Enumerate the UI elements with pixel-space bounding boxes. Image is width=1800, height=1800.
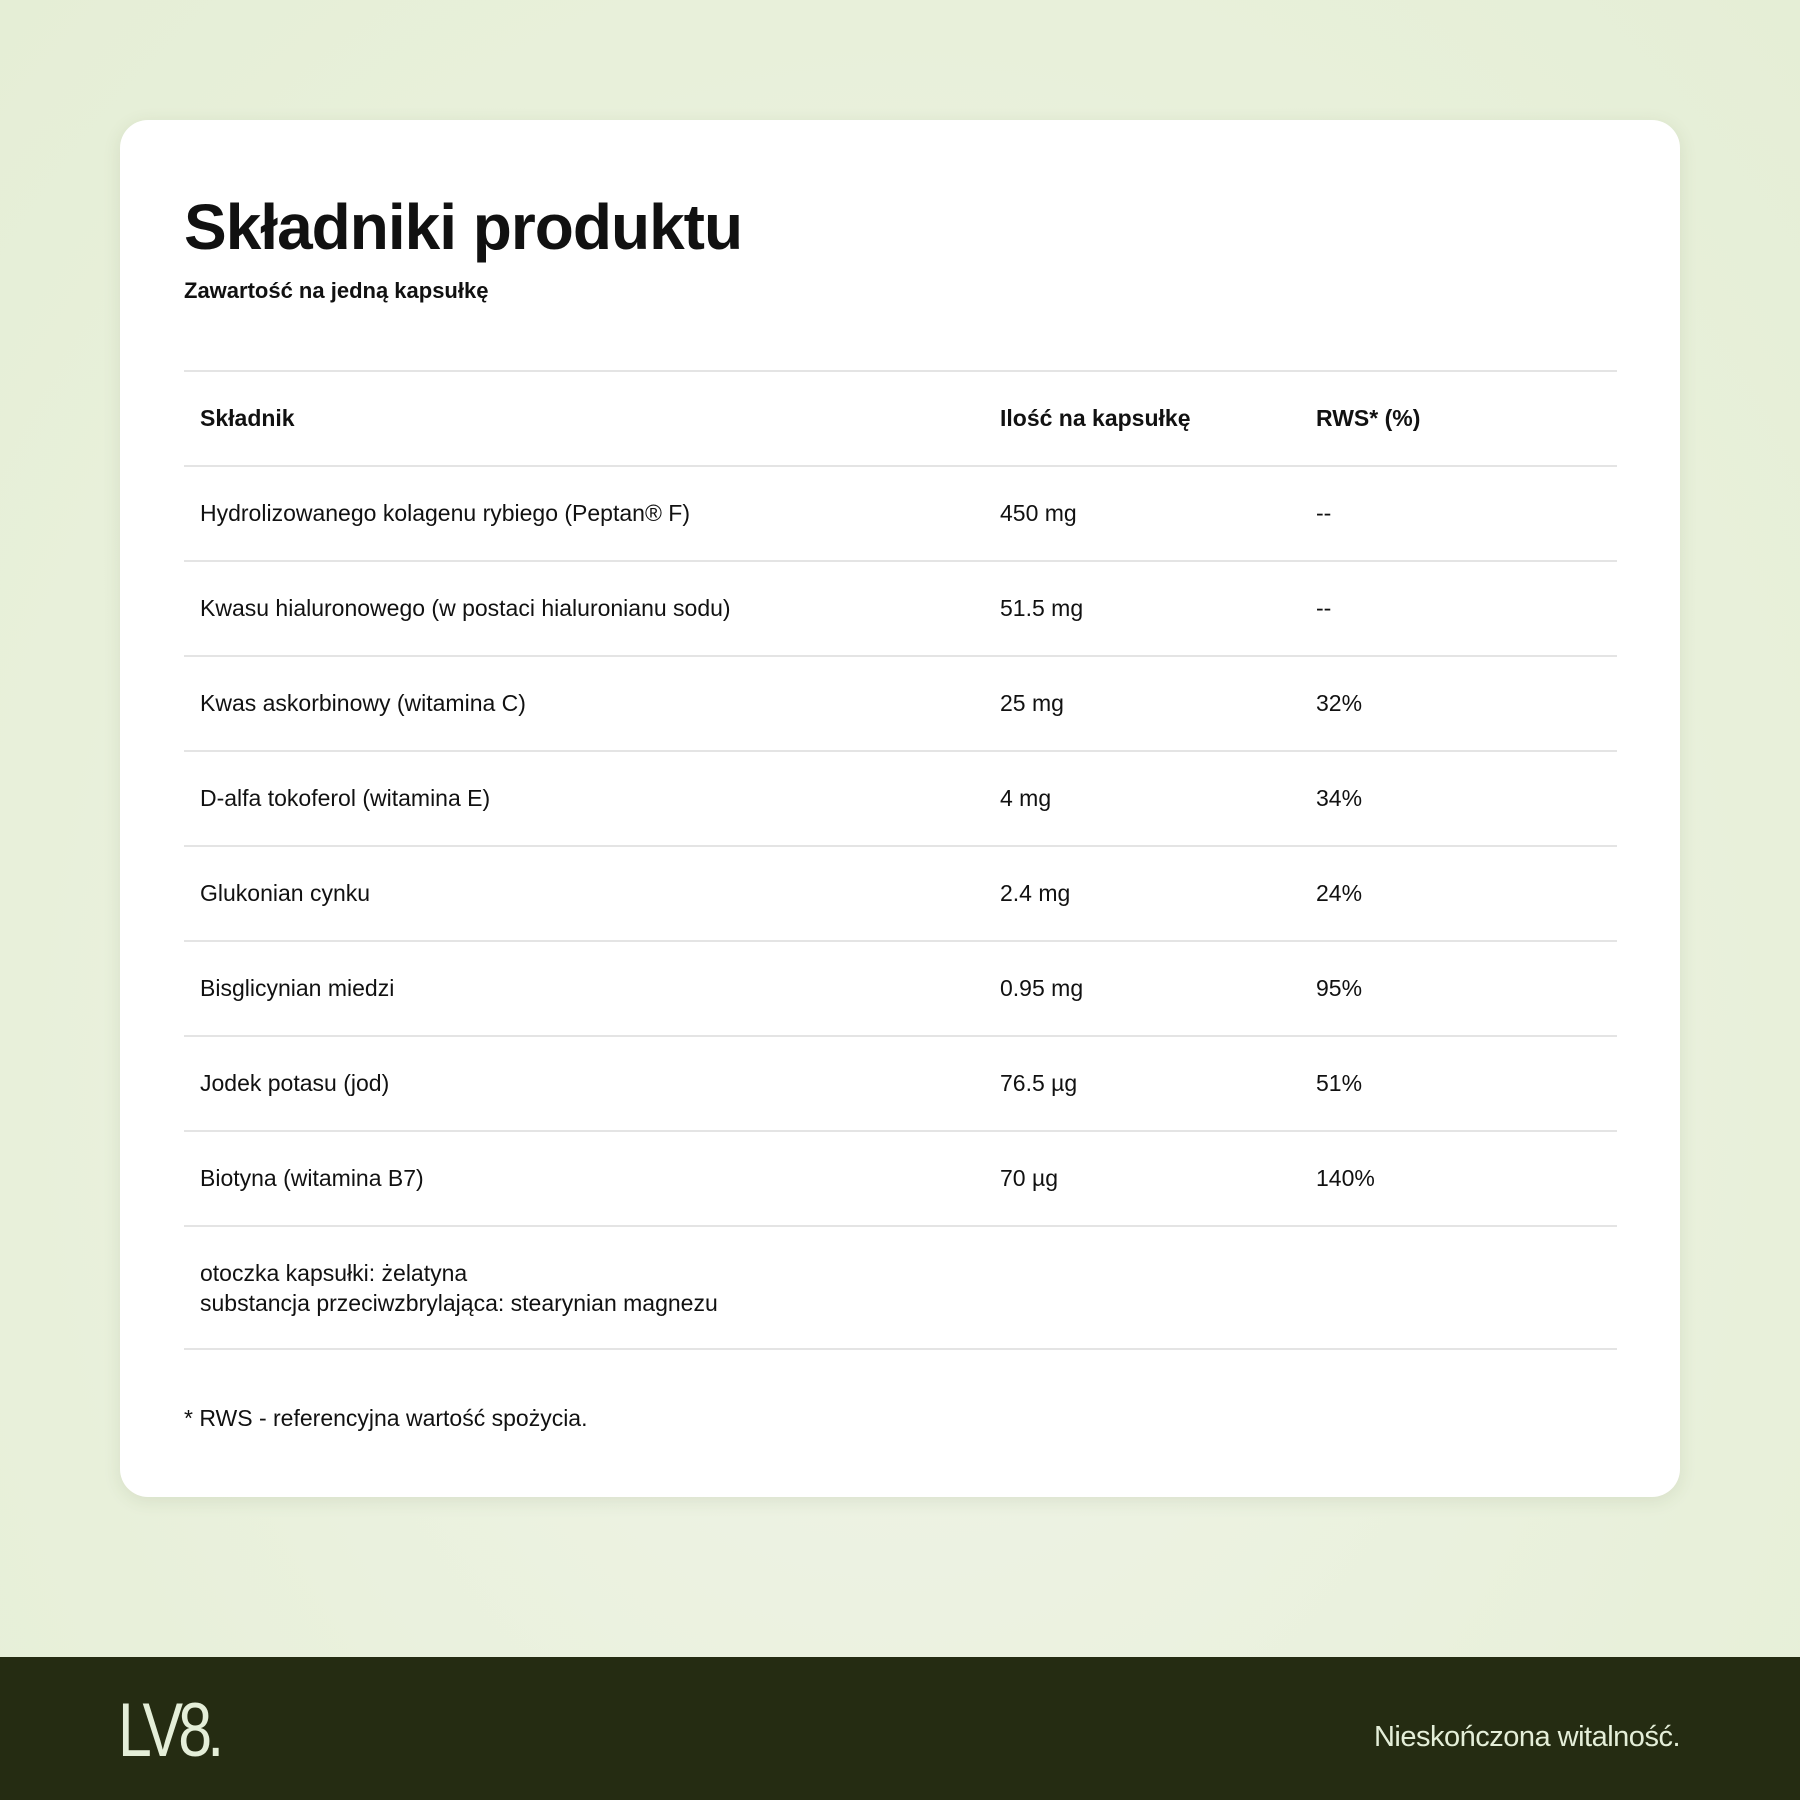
footer-band: LV8. Nieskończona witalność.	[0, 1657, 1800, 1800]
ingredient-cell: Kwasu hialuronowego (w postaci hialuroni…	[184, 560, 984, 656]
subtitle: Zawartość na jedną kapsułkę	[184, 278, 489, 303]
ingredient-cell: Bisglicynian miedzi	[184, 940, 984, 1036]
rws-cell: 140%	[1300, 1130, 1617, 1226]
column-header-rws: RWS* (%)	[1300, 370, 1617, 466]
excipient-line: substancja przeciwzbrylająca: stearynian…	[200, 1289, 718, 1316]
amount-cell: 70 µg	[984, 1130, 1300, 1226]
amount-cell: 76.5 µg	[984, 1035, 1300, 1131]
rws-cell: 51%	[1300, 1035, 1617, 1131]
amount-cell: 4 mg	[984, 750, 1300, 846]
rws-cell: 32%	[1300, 655, 1617, 751]
rws-cell: --	[1300, 465, 1617, 561]
rws-cell: --	[1300, 560, 1617, 656]
excipients-row: otoczka kapsułki: żelatyna substancja prz…	[184, 1225, 1617, 1350]
rws-cell: 34%	[1300, 750, 1617, 846]
ingredients-table: Składnik Ilość na kapsułkę RWS* (%) Hydr…	[184, 370, 1617, 1350]
amount-cell: 51.5 mg	[984, 560, 1300, 656]
amount-cell: 2.4 mg	[984, 845, 1300, 941]
ingredient-cell: Hydrolizowanego kolagenu rybiego (Peptan…	[184, 465, 984, 561]
ingredient-cell: Biotyna (witamina B7)	[184, 1130, 984, 1226]
excipient-line: otoczka kapsułki: żelatyna	[200, 1259, 468, 1286]
amount-cell: 0.95 mg	[984, 940, 1300, 1036]
column-header-ingredient: Składnik	[184, 370, 984, 466]
rws-cell: 24%	[1300, 845, 1617, 941]
amount-cell: 450 mg	[984, 465, 1300, 561]
table-row: D-alfa tokoferol (witamina E) 4 mg 34%	[184, 750, 1617, 846]
footnote: * RWS - referencyjna wartość spożycia.	[184, 1405, 588, 1431]
table-row: Jodek potasu (jod) 76.5 µg 51%	[184, 1035, 1617, 1131]
table-row: Kwas askorbinowy (witamina C) 25 mg 32%	[184, 655, 1617, 751]
table-row: Kwasu hialuronowego (w postaci hialuroni…	[184, 560, 1617, 656]
brand-logo: LV8.	[118, 1688, 224, 1773]
column-header-amount: Ilość na kapsułkę	[984, 370, 1300, 466]
ingredients-card: Składniki produktu Zawartość na jedną ka…	[120, 120, 1680, 1497]
tagline: Nieskończona witalność.	[1373, 1721, 1681, 1753]
table-row: Hydrolizowanego kolagenu rybiego (Peptan…	[184, 465, 1617, 561]
page-title: Składniki produktu	[184, 191, 743, 263]
table-row: Glukonian cynku 2.4 mg 24%	[184, 845, 1617, 941]
table-header-row: Składnik Ilość na kapsułkę RWS* (%)	[184, 370, 1617, 466]
table-row: Bisglicynian miedzi 0.95 mg 95%	[184, 940, 1617, 1036]
rws-cell: 95%	[1300, 940, 1617, 1036]
excipients-cell: otoczka kapsułki: żelatyna substancja prz…	[184, 1225, 1617, 1350]
ingredient-cell: D-alfa tokoferol (witamina E)	[184, 750, 984, 846]
amount-cell: 25 mg	[984, 655, 1300, 751]
ingredient-cell: Glukonian cynku	[184, 845, 984, 941]
table-row: Biotyna (witamina B7) 70 µg 140%	[184, 1130, 1617, 1226]
ingredient-cell: Kwas askorbinowy (witamina C)	[184, 655, 984, 751]
ingredient-cell: Jodek potasu (jod)	[184, 1035, 984, 1131]
